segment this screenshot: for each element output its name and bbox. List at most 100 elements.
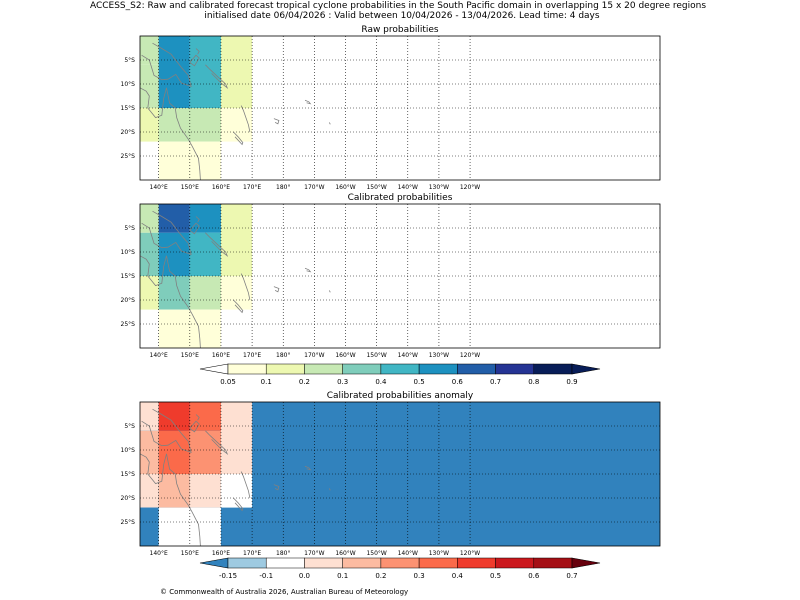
y-tick-label: 15°S — [121, 273, 136, 280]
x-tick-label: 180° — [276, 184, 290, 191]
y-tick-label: 15°S — [121, 471, 136, 478]
colorbar-tick-label: 0.05 — [220, 378, 236, 386]
x-tick-label: 140°W — [398, 352, 418, 359]
colorbar-tick-label: 0.7 — [566, 572, 577, 580]
probability-cell — [220, 204, 253, 276]
probability-cell — [158, 36, 190, 108]
colorbar-tick-label: 0.6 — [452, 378, 464, 386]
coastline-segment — [273, 118, 280, 125]
x-tick-label: 120°W — [460, 184, 480, 191]
y-tick-label: 25°S — [121, 519, 136, 526]
probability-cell — [189, 430, 221, 474]
colorbar-bin — [227, 363, 267, 375]
colorbar-bin — [457, 363, 496, 375]
coastline-segment — [139, 87, 201, 181]
panel-title: Raw probabilities — [361, 25, 439, 35]
gridlines — [140, 36, 660, 180]
x-tick-label: 180° — [276, 352, 290, 359]
colorbar-bin — [495, 557, 535, 569]
coastline-segment — [189, 222, 200, 235]
probability-cell — [158, 402, 190, 431]
probability-cell — [189, 276, 221, 310]
probability-cell — [140, 402, 159, 431]
probability-cell — [220, 276, 253, 310]
y-tick-label: 10°S — [121, 81, 136, 88]
x-tick-label: 170°W — [304, 184, 324, 191]
colorbar-tick-label: 0.3 — [414, 572, 425, 580]
x-tick-label: 120°W — [460, 352, 480, 359]
gridlines — [140, 402, 660, 546]
y-tick-label: 5°S — [124, 225, 135, 232]
coastline-segment — [195, 48, 200, 55]
colorbar-tick-label: 0.0 — [299, 572, 310, 580]
y-tick-label: 20°S — [121, 129, 136, 136]
x-tick-label: 120°W — [460, 550, 480, 557]
x-tick-label: 170°E — [243, 550, 261, 557]
coastline-segment — [189, 54, 200, 67]
x-tick-label: 170°E — [243, 184, 261, 191]
probability-cell — [158, 474, 190, 508]
x-tick-label: 150°W — [366, 352, 386, 359]
coastline-segment — [304, 465, 312, 471]
probability-cell — [140, 276, 159, 310]
y-tick-label: 10°S — [121, 249, 136, 256]
raw-probabilities-panel: Raw probabilities 140°E 150°E 160°E 170°E 180… — [121, 25, 661, 191]
x-tick-label: 160°W — [335, 184, 355, 191]
probability-cell — [158, 204, 190, 233]
coastline-segment — [205, 232, 229, 258]
probability-cell — [140, 204, 159, 233]
probability-cell — [189, 36, 221, 108]
colorbar-under-triangle — [199, 363, 229, 375]
coastline-segment — [233, 299, 244, 314]
colorbar-bin — [380, 557, 420, 569]
colorbar-bin — [304, 363, 343, 375]
x-tick-label: 160°E — [212, 550, 230, 557]
coastline-segment — [139, 453, 201, 547]
coastline-segment — [304, 99, 312, 105]
coastline-segment — [233, 131, 244, 146]
probability-cell — [220, 402, 253, 474]
probability-cell — [189, 402, 221, 431]
anomaly-colorbar: -0.15 -0.1 0.0 0.1 0.2 0.3 0.4 0.5 0.6 0.7 — [199, 557, 601, 580]
coastline-segment — [189, 420, 200, 433]
coastline-segment — [240, 471, 251, 499]
probability-cell — [189, 204, 221, 233]
colorbar-tick-label: 0.4 — [375, 378, 387, 386]
coastline — [139, 408, 331, 547]
colorbar-bin — [533, 363, 573, 375]
x-tick-label: 150°E — [181, 550, 199, 557]
colorbar-bin — [342, 363, 382, 375]
x-tick-label: 140°W — [398, 184, 418, 191]
x-tick-label: 150°E — [181, 184, 199, 191]
coastline — [139, 42, 331, 181]
probability-cell — [140, 474, 159, 508]
y-tick-label: 25°S — [121, 153, 136, 160]
x-tick-label: 160°W — [335, 550, 355, 557]
coastline-segment — [139, 255, 201, 349]
coastline-segment — [304, 267, 312, 273]
x-tick-label: 150°W — [366, 550, 386, 557]
colorbar-tick-label: 0.4 — [452, 572, 464, 580]
colorbar-tick-label: 0.2 — [375, 572, 386, 580]
coastline-segment — [240, 273, 251, 301]
coastline-segment — [141, 42, 192, 88]
colorbar-tick-label: 0.1 — [337, 572, 348, 580]
probability-cell — [140, 64, 159, 108]
panel-title: Calibrated probabilities — [348, 193, 453, 203]
coastline-segment — [328, 290, 331, 293]
x-tick-label: 170°W — [304, 352, 324, 359]
coastline-segment — [195, 216, 200, 223]
colorbar-bin — [495, 363, 535, 375]
x-tick-label: 160°E — [212, 184, 230, 191]
colorbar-tick-label: -0.1 — [259, 572, 273, 580]
x-tick-label: 150°W — [366, 184, 386, 191]
coastline-segment — [273, 286, 280, 293]
coastline-segment — [205, 64, 229, 90]
probability-cell — [220, 108, 253, 142]
coastline-segment — [195, 414, 200, 421]
colorbar-bin — [342, 557, 382, 569]
y-tick-label: 10°S — [121, 447, 136, 454]
coastline-segment — [141, 408, 192, 454]
x-tick-label: 160°E — [212, 352, 230, 359]
